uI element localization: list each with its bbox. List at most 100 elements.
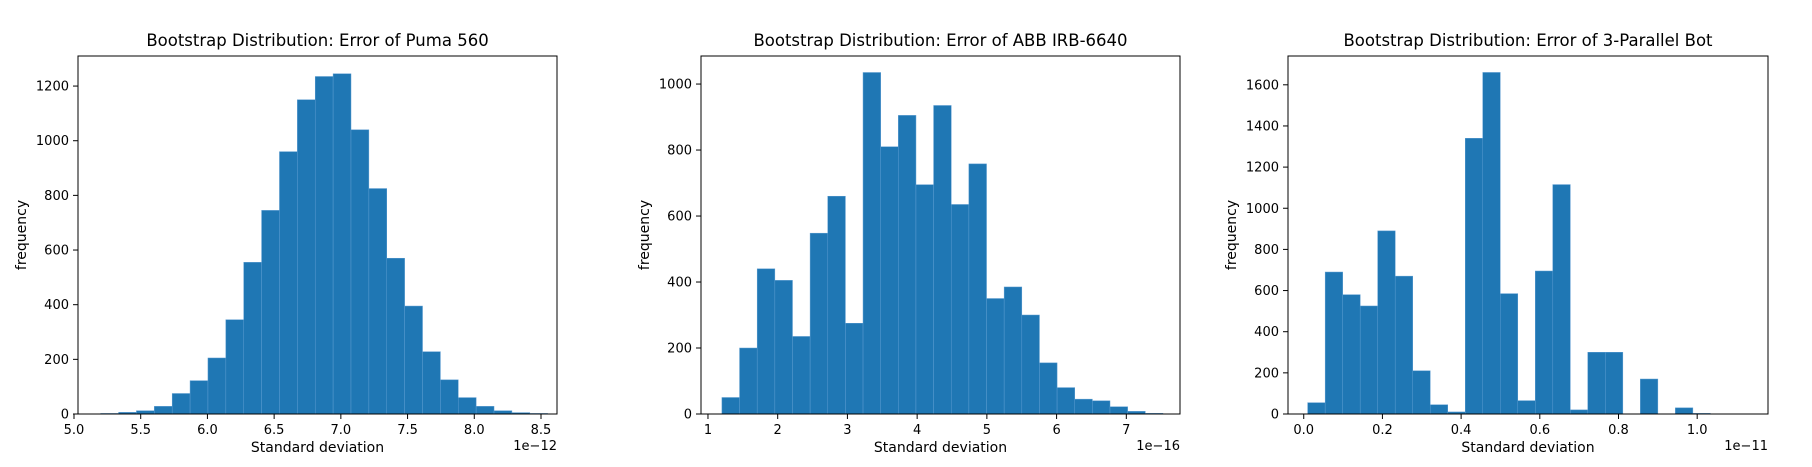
histogram-bar: [315, 77, 333, 415]
x-tick-label: 0.0: [1293, 423, 1314, 438]
x-tick-label: 7.0: [331, 423, 352, 438]
x-tick-label: 0.2: [1372, 423, 1393, 438]
x-tick-label: 5: [983, 423, 991, 438]
x-tick-label: 0.4: [1451, 423, 1472, 438]
y-tick-label: 400: [1254, 325, 1279, 340]
y-axis-label: frequency: [637, 200, 653, 270]
y-tick-label: 1400: [1246, 119, 1279, 134]
histogram-bar: [423, 352, 441, 414]
histogram-bar: [1039, 363, 1057, 414]
y-tick-label: 200: [667, 342, 692, 357]
x-tick-label: 8.5: [531, 423, 552, 438]
y-tick-label: 200: [1254, 366, 1279, 381]
histogram-bar: [916, 185, 934, 414]
histogram-bar: [1308, 403, 1326, 414]
y-tick-label: 200: [44, 353, 69, 368]
histogram-bar: [987, 299, 1005, 414]
histogram-bar: [1605, 352, 1623, 414]
histogram-bar: [154, 406, 172, 414]
y-tick-label: 0: [61, 408, 69, 423]
y-tick-label: 400: [44, 298, 69, 313]
bars: [722, 73, 1163, 415]
histogram-bar: [476, 406, 494, 414]
histogram-bar: [775, 280, 793, 414]
x-tick-label: 6.0: [197, 423, 218, 438]
histogram-bar: [190, 381, 208, 414]
y-tick-label: 1000: [659, 78, 692, 93]
y-tick-label: 600: [44, 244, 69, 259]
bars: [101, 74, 548, 414]
histogram-bar: [845, 323, 863, 414]
x-axis-label: Standard deviation: [874, 440, 1007, 456]
histogram-bar: [1378, 231, 1396, 414]
histogram-bar: [1535, 271, 1553, 414]
histogram-bar: [333, 74, 351, 414]
y-tick-label: 1000: [1246, 202, 1279, 217]
chart-title: Bootstrap Distribution: Error of ABB IRB…: [753, 31, 1127, 50]
x-tick-label: 7: [1122, 423, 1130, 438]
histogram-bar: [951, 204, 969, 414]
x-tick-label: 8.0: [464, 423, 485, 438]
histogram-bar: [1325, 272, 1343, 414]
histogram-bar: [1057, 388, 1075, 414]
y-axis-label: frequency: [1224, 200, 1240, 270]
histogram-bar: [1640, 379, 1658, 414]
x-tick-label: 0.6: [1529, 423, 1550, 438]
histogram-bar: [828, 196, 846, 414]
y-tick-label: 1600: [1246, 78, 1279, 93]
x-axis-label: Standard deviation: [251, 440, 384, 456]
x-tick-label: 2: [774, 423, 782, 438]
histogram-bar: [351, 130, 369, 414]
histogram-bar: [1413, 371, 1431, 414]
x-axis-offset-label: 1e−12: [513, 439, 557, 454]
histogram-bar: [405, 306, 423, 414]
histogram-bar: [1395, 276, 1413, 414]
y-tick-label: 800: [44, 189, 69, 204]
histogram-bar: [1570, 410, 1588, 414]
x-axis-offset-label: 1e−16: [1136, 439, 1180, 454]
chart-title: Bootstrap Distribution: Error of 3-Paral…: [1343, 31, 1713, 50]
y-tick-label: 1000: [36, 134, 69, 149]
histogram-bar: [1092, 401, 1110, 414]
histogram-bar: [262, 210, 280, 414]
y-tick-label: 800: [1254, 243, 1279, 258]
histogram-bar: [1588, 352, 1606, 414]
histogram-bar: [1500, 294, 1518, 414]
histogram-bar: [1675, 408, 1693, 414]
histogram-bar: [1465, 138, 1483, 414]
x-tick-label: 1: [704, 423, 712, 438]
y-tick-label: 0: [684, 408, 692, 423]
histogram-bar: [792, 336, 810, 414]
histogram-bar: [172, 394, 190, 415]
histogram-bar: [1430, 405, 1448, 414]
histogram-bar: [369, 189, 387, 414]
x-tick-label: 5.5: [130, 423, 151, 438]
x-tick-label: 6: [1052, 423, 1060, 438]
histogram-bar: [1075, 399, 1093, 414]
histogram-bar: [757, 269, 775, 414]
histogram-bar: [1360, 306, 1378, 414]
histogram-bar: [1553, 185, 1571, 414]
histogram-bar: [208, 358, 226, 414]
histogram-bar: [810, 233, 828, 414]
x-tick-label: 1.0: [1687, 423, 1708, 438]
histogram-bar: [863, 73, 881, 415]
bars: [1308, 72, 1728, 414]
histogram-bar: [440, 380, 458, 414]
histogram-bar: [1483, 72, 1501, 414]
histogram-bar: [297, 100, 315, 414]
histogram-bar: [1518, 401, 1536, 414]
x-tick-label: 3: [843, 423, 851, 438]
histogram-bar: [226, 320, 244, 414]
y-tick-label: 0: [1271, 408, 1279, 423]
